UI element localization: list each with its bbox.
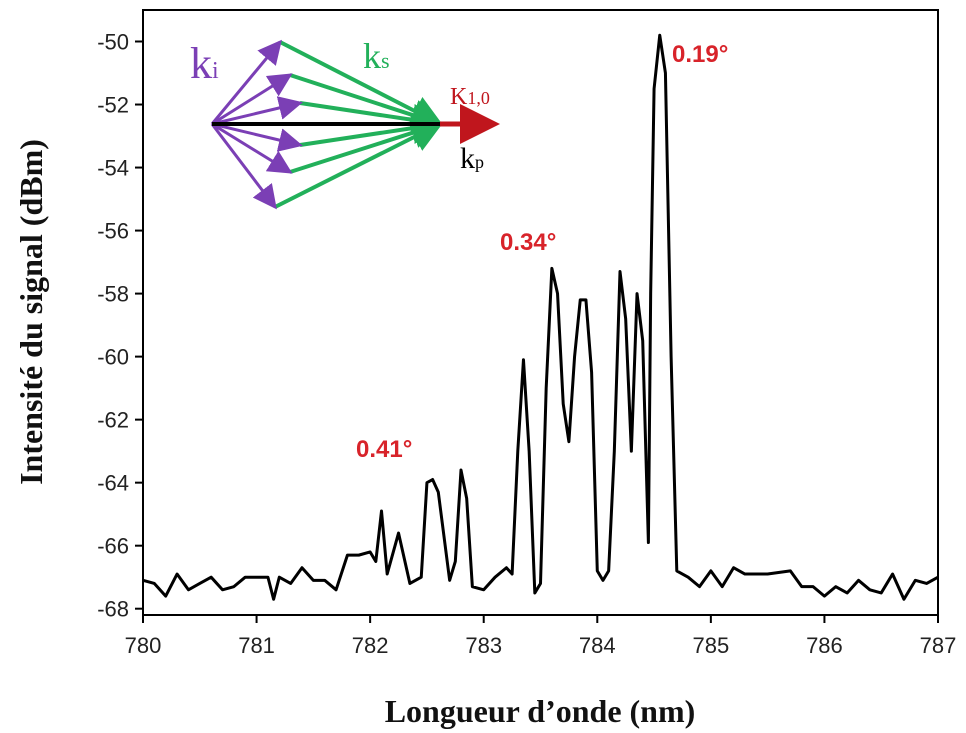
x-tick-label: 782: [352, 633, 389, 658]
annotation: 0.34°: [500, 229, 556, 256]
y-tick-label: -50: [97, 30, 129, 55]
spectrum-line: [142, 33, 939, 601]
annotation: 0.19°: [672, 41, 728, 68]
y-tick-label: -62: [97, 408, 129, 433]
annotation: 0.41°: [356, 436, 412, 463]
x-tick-label: 781: [238, 633, 275, 658]
x-tick-label: 787: [920, 633, 957, 658]
x-tick-label: 786: [806, 633, 843, 658]
y-tick-label: -64: [97, 471, 129, 496]
inset-label: ki: [190, 39, 219, 88]
x-tick-label: 785: [692, 633, 729, 658]
y-tick-label: -54: [97, 156, 129, 181]
x-tick-label: 783: [465, 633, 502, 658]
y-tick-label: -52: [97, 93, 129, 118]
inset-label: ks: [363, 36, 390, 76]
inset-label: K1,0: [450, 84, 490, 110]
plot-frame: [142, 9, 939, 616]
y-tick-label: -66: [97, 534, 129, 559]
x-axis-title: Longueur d’onde (nm): [385, 693, 696, 729]
y-axis-title: Intensité du signal (dBm): [13, 139, 49, 485]
y-tick-label: -58: [97, 282, 129, 307]
y-tick-label: -60: [97, 345, 129, 370]
y-tick-label: -68: [97, 597, 129, 622]
x-tick-label: 784: [579, 633, 616, 658]
inset-diagram: ki ks K1,0 kp: [190, 36, 500, 210]
inset-label: kp: [460, 142, 484, 175]
y-tick-label: -56: [97, 219, 129, 244]
x-tick-label: 780: [125, 633, 162, 658]
